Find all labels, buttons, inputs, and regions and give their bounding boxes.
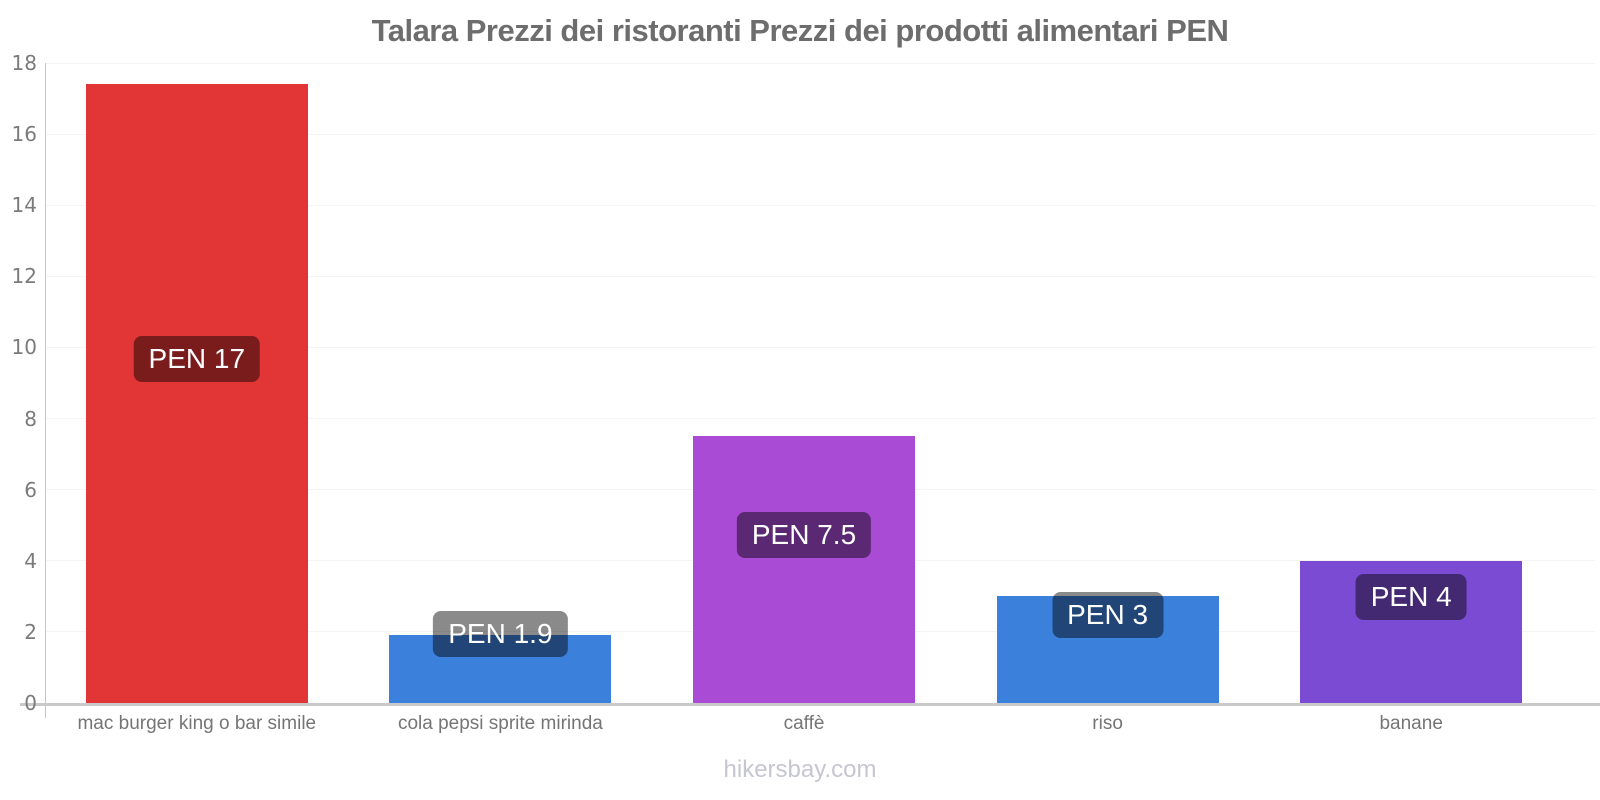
bar <box>85 84 308 703</box>
bar <box>996 596 1219 703</box>
y-axis-tick-label: 10 <box>11 335 37 360</box>
gridline <box>46 62 1595 64</box>
y-axis-tick-label: 16 <box>11 122 37 147</box>
y-axis-tick-label: 0 <box>24 691 37 715</box>
bar-value-label: PEN 4 <box>1355 573 1467 620</box>
bar-value-label: PEN 1.9 <box>433 611 568 658</box>
y-axis-tick-label: 8 <box>24 406 37 431</box>
x-axis-label: banane <box>1379 713 1443 734</box>
gridline <box>46 418 1595 420</box>
x-axis-label: riso <box>1092 713 1123 734</box>
y-axis-tick-label: 18 <box>11 51 37 75</box>
y-axis-tick-label: 6 <box>24 477 37 502</box>
y-axis-tick-label: 14 <box>11 193 37 218</box>
bar-value-label: PEN 3 <box>1052 591 1164 638</box>
watermark-text: hikersbay.com <box>723 756 877 783</box>
y-axis-line <box>45 63 46 718</box>
gridline <box>46 133 1595 135</box>
gridline <box>46 275 1595 277</box>
gridline <box>46 346 1595 348</box>
y-axis-tick-label: 2 <box>24 619 37 644</box>
bar-value-label: PEN 17 <box>133 335 261 382</box>
x-axis-label: cola pepsi sprite mirinda <box>397 713 603 734</box>
x-axis-label: mac burger king o bar simile <box>77 713 317 734</box>
y-axis-tick-label: 4 <box>24 548 37 573</box>
bar <box>693 436 915 703</box>
x-axis-label: caffè <box>783 713 825 734</box>
bar <box>389 635 612 703</box>
y-axis-tick-label: 12 <box>11 264 37 289</box>
gridline <box>46 204 1595 206</box>
x-axis-baseline <box>20 703 1600 706</box>
chart-title: Talara Prezzi dei ristoranti Prezzi dei … <box>371 13 1229 48</box>
bar-value-label: PEN 7.5 <box>736 511 872 558</box>
bar <box>1300 560 1523 703</box>
